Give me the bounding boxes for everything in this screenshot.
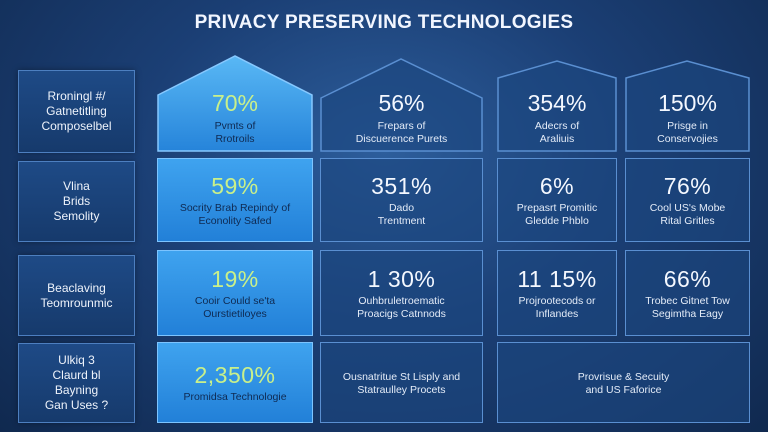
page-title: PRIVACY PRESERVING TECHNOLOGIES	[194, 12, 574, 33]
house-shape-col-2	[320, 58, 483, 152]
cell-desc: Ousnatritue St Lisply and Statraulley Pr…	[342, 371, 461, 396]
cell-desc: Dado Trentment	[377, 201, 426, 227]
cell-desc: Cool US's Mobe Rital Gritles	[649, 201, 726, 227]
row-label-3: Beaclaving Teomrounmic	[18, 255, 135, 336]
house-shape-col-4	[625, 60, 750, 152]
cell-r3-c3: 11 15% Projrootecods or Inflandes	[497, 250, 617, 336]
cell-value: 2,350%	[194, 361, 276, 388]
header-col-3: 354% Adecrs of Araliuis	[497, 60, 617, 152]
cell-r2-c1: 59% Socrity Brab Repindy of Econolity Sa…	[157, 158, 313, 242]
header-desc-2: Frepars of Discuerence Purets	[355, 120, 448, 145]
header-desc-4: Prisge in Conservojies	[657, 120, 718, 145]
header-value-2: 56%	[378, 90, 425, 116]
cell-r4-c1: 2,350% Promidsa Technologie	[157, 342, 313, 423]
cell-r2-c2: 351% Dado Trentment	[320, 158, 483, 242]
cell-r4-c2: Ousnatritue St Lisply and Statraulley Pr…	[320, 342, 483, 423]
row-label-4: Ulkiq 3 Claurd bl Bayning Gan Uses ?	[18, 343, 135, 423]
header-value-1: 70%	[211, 90, 259, 116]
cell-r3-c4: 66% Trobec Gitnet Tow Segimtha Eagy	[625, 250, 750, 336]
cell-desc: Promidsa Technologie	[183, 390, 287, 403]
cell-value: 1 30%	[367, 265, 436, 292]
cell-value: 59%	[211, 172, 259, 199]
cell-value: 66%	[663, 265, 712, 292]
cell-desc: Socrity Brab Repindy of Econolity Safed	[179, 201, 291, 227]
cell-desc: Ouhbruletroematic Proacigs Catnnods	[357, 294, 446, 320]
header-desc-1: Pvmts of Rrotroils	[214, 120, 256, 145]
house-shape-col-1	[157, 55, 313, 152]
header-value-3: 354%	[527, 90, 587, 116]
cell-r3-c1: 19% Cooir Could se'ta Ourstietiloyes	[157, 250, 313, 336]
cell-value: 11 15%	[517, 265, 597, 292]
cell-desc: Projrootecods or Inflandes	[518, 294, 596, 320]
cell-r3-c2: 1 30% Ouhbruletroematic Proacigs Catnnod…	[320, 250, 483, 336]
header-col-2: 56% Frepars of Discuerence Purets	[320, 58, 483, 152]
cell-desc: Trobec Gitnet Tow Segimtha Eagy	[645, 294, 730, 320]
header-desc-3: Adecrs of Araliuis	[534, 120, 580, 145]
cell-desc: Provrisue & Secuity and US Faforice	[577, 371, 670, 396]
header-value-4: 150%	[658, 90, 717, 116]
cell-r4-c3: Provrisue & Secuity and US Faforice	[497, 342, 750, 423]
cell-value: 76%	[663, 172, 712, 199]
row-label-2: Vlina Brids Semolity	[18, 161, 135, 242]
cell-value: 6%	[539, 172, 575, 199]
cell-value: 351%	[371, 172, 432, 199]
header-col-1: 70% Pvmts of Rrotroils	[157, 55, 313, 152]
header-col-4: 150% Prisge in Conservojies	[625, 60, 750, 152]
cell-r2-c3: 6% Prepasrt Promitic Gledde Phblo	[497, 158, 617, 242]
house-shape-col-3	[497, 60, 617, 152]
cell-value: 19%	[211, 265, 259, 292]
cell-r2-c4: 76% Cool US's Mobe Rital Gritles	[625, 158, 750, 242]
row-label-1: Rroningl #/ Gatnetitling Composelbel	[18, 70, 135, 153]
cell-desc: Cooir Could se'ta Ourstietiloyes	[194, 294, 276, 320]
cell-desc: Prepasrt Promitic Gledde Phblo	[516, 201, 598, 227]
